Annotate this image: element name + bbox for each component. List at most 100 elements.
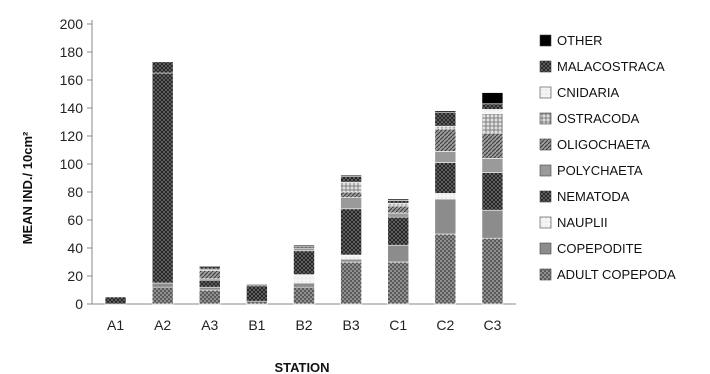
legend-swatch <box>539 86 552 99</box>
y-tick-label: 20 <box>67 268 83 284</box>
y-tick-label: 180 <box>60 44 84 60</box>
bar-segment-copepodite-a2 <box>151 282 174 288</box>
bar-segment-ostracoda-c3 <box>481 113 504 134</box>
x-tick-label-b1: B1 <box>248 317 265 333</box>
bar-segment-other-c3 <box>481 92 504 105</box>
bar-segment-cnidaria-c3 <box>481 109 504 114</box>
bar-segment-nematoda-a2 <box>151 72 174 284</box>
bar-segment-polychaeta-c3 <box>481 158 504 173</box>
bar-segment-other-b3 <box>340 174 362 177</box>
x-axis: A1 A2 A3 B1 B2 B3 C1 C2 C3 <box>92 303 516 333</box>
legend-swatch <box>539 268 552 281</box>
bar-segment-nematoda-b1 <box>246 285 268 302</box>
bar-stack-b3 <box>340 174 362 305</box>
y-tick-label: 0 <box>75 296 83 312</box>
bar-segment-oligochaeta-c3 <box>481 132 504 159</box>
legend: OTHER MALACOSTRACA CNIDARIA OSTRACODA OLIGOC… <box>539 33 676 282</box>
bar-segment-copepodite-c3 <box>481 209 504 239</box>
bar-segment-copepodite-c2 <box>434 198 457 235</box>
legend-item-malacostraca: MALACOSTRACA <box>539 59 665 74</box>
legend-item-adult-copepoda: ADULT COPEPODA <box>539 267 676 282</box>
bar-segment-copepodite-a3 <box>198 286 221 291</box>
y-axis: 0 20 40 60 80 100 120 140 160 180 200 <box>60 16 93 312</box>
bar-segment-other-b2 <box>293 244 315 247</box>
bar-stack-b2 <box>293 244 315 305</box>
legend-label: OTHER <box>557 33 603 48</box>
bar-segment-nematoda-b3 <box>340 208 362 256</box>
bar-segment-oligochaeta-b3 <box>340 191 362 198</box>
y-tick-label: 120 <box>60 128 84 144</box>
legend-swatch <box>539 164 552 177</box>
bar-segment-nematoda-c1 <box>387 216 410 246</box>
bar-segment-oligochaeta-c1 <box>387 205 410 214</box>
bar-segment-adult-copepoda-c2 <box>434 233 457 305</box>
bar-segment-malacostraca-a3 <box>198 265 221 270</box>
legend-swatch <box>539 138 552 151</box>
bar-segment-nematoda-c3 <box>481 172 504 211</box>
bar-segment-polychaeta-b3 <box>340 197 362 210</box>
x-tick-label-b3: B3 <box>343 317 360 333</box>
bar-stack-a3 <box>198 265 221 305</box>
x-tick-label-a2: A2 <box>154 317 171 333</box>
x-tick-label-a1: A1 <box>107 317 124 333</box>
bar-segment-malacostraca-b1 <box>246 284 268 287</box>
legend-item-cnidaria: CNIDARIA <box>539 85 619 100</box>
legend-label: CNIDARIA <box>557 85 619 100</box>
bar-segment-ostracoda-c1 <box>387 202 410 207</box>
legend-item-copepodite: COPEPODITE <box>539 241 643 256</box>
legend-swatch <box>539 60 552 73</box>
bar-segment-adult-copepoda-b2 <box>293 286 315 305</box>
y-tick-label: 100 <box>60 156 84 172</box>
bar-segment-malacostraca-c3 <box>481 103 504 110</box>
legend-item-polychaeta: POLYCHAETA <box>539 163 643 178</box>
x-tick-label-c2: C2 <box>436 317 454 333</box>
bar-segment-adult-copepoda-c1 <box>387 261 410 305</box>
legend-swatch <box>539 112 552 125</box>
bar-segment-oligochaeta-a3 <box>198 270 221 280</box>
bar-segment-nematoda-c2 <box>434 162 457 194</box>
bar-segment-malacostraca-b3 <box>340 176 362 183</box>
bar-segment-nematoda-a3 <box>198 279 221 288</box>
legend-swatch <box>539 190 552 203</box>
bar-segment-ostracoda-b3 <box>340 181 362 193</box>
x-axis-title: STATION <box>274 360 329 374</box>
legend-swatch <box>539 34 552 47</box>
x-tick-label-c1: C1 <box>389 317 407 333</box>
y-tick-label: 140 <box>60 100 84 116</box>
bar-segment-polychaeta-c1 <box>387 212 410 218</box>
bar-segment-copepodite-b3 <box>340 258 362 263</box>
bar-segment-nematoda-b2 <box>293 250 315 275</box>
legend-item-oligochaeta: OLIGOCHAETA <box>539 137 650 152</box>
legend-item-ostracoda: OSTRACODA <box>539 111 640 126</box>
legend-label: ADULT COPEPODA <box>557 267 676 282</box>
bar-segment-ostracoda-c2 <box>434 125 457 130</box>
y-tick-label: 60 <box>67 212 83 228</box>
bar-stack-b1 <box>246 284 268 305</box>
legend-item-nauplii: NAUPLII <box>539 215 608 230</box>
legend-label: POLYCHAETA <box>557 163 643 178</box>
bar-segment-malacostraca-c1 <box>387 200 410 204</box>
x-tick-label-c3: C3 <box>483 317 501 333</box>
bar-segment-copepodite-b2 <box>293 282 315 288</box>
legend-item-nematoda: NEMATODA <box>539 189 630 204</box>
bar-segment-adult-copepoda-b1 <box>246 300 268 305</box>
y-tick-label: 160 <box>60 72 84 88</box>
legend-label: MALACOSTRACA <box>557 59 665 74</box>
bar-segment-malacostraca-a2 <box>151 61 174 74</box>
bar-segment-nauplii-c2 <box>434 193 457 200</box>
legend-swatch <box>539 216 552 229</box>
bar-segment-adult-copepoda-b3 <box>340 261 362 305</box>
bar-segment-malacostraca-c2 <box>434 111 457 127</box>
bar-segment-polychaeta-c2 <box>434 151 457 163</box>
legend-label: COPEPODITE <box>557 241 643 256</box>
legend-label: NAUPLII <box>557 215 608 230</box>
legend-swatch <box>539 242 552 255</box>
legend-label: OLIGOCHAETA <box>557 137 650 152</box>
bar-segment-adult-copepoda-c3 <box>481 237 504 305</box>
legend-label: OSTRACODA <box>557 111 640 126</box>
bar-segment-other-c1 <box>387 198 410 201</box>
bar-segment-adult-copepoda-a3 <box>198 289 221 305</box>
y-tick-label: 40 <box>67 240 83 256</box>
y-tick-label: 200 <box>60 16 84 32</box>
